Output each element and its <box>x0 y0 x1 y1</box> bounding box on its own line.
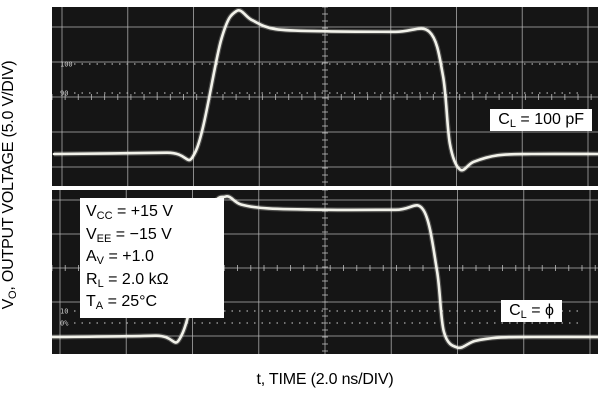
param-av: AV = +1.0 <box>86 248 154 268</box>
scope-bottom-panel: 10 0% VCC = +15 V VEE = −15 V AV = +1.0 R… <box>52 190 598 354</box>
marker-label: 0% <box>60 320 69 328</box>
cl-top-rest: = 100 pF <box>515 111 584 128</box>
cl-bottom-main: C <box>509 302 521 319</box>
trace-series <box>52 9 598 172</box>
y-axis-label-main: V <box>0 298 17 310</box>
marker-label: 90 <box>60 90 68 98</box>
cl-bottom-sub: L <box>520 309 527 321</box>
param-ta: TA = 25°C <box>86 293 158 313</box>
marker-label: 10 <box>60 308 68 316</box>
cl-bottom-rest: = ϕ <box>526 302 554 319</box>
x-axis-label: t, TIME (2.0 ns/DIV) <box>256 371 394 388</box>
scope-top-panel: 100 90 CL = 100 pF <box>52 7 598 186</box>
param-vcc: VCC = +15 V <box>86 203 174 222</box>
grid-top: 100 90 <box>52 7 598 186</box>
marker-label: 100 <box>60 61 73 69</box>
load-capacitance-top-label: CL = 100 pF <box>490 109 592 131</box>
cl-top-main: C <box>498 111 510 128</box>
param-rl: RL = 2.0 kΩ <box>86 270 169 290</box>
test-conditions-box: VCC = +15 V VEE = −15 V AV = +1.0 RL = 2… <box>80 198 224 318</box>
y-axis-label-rest: , OUTPUT VOLTAGE (5.0 V/DIV) <box>0 60 17 291</box>
y-axis-label-sub: O <box>7 290 19 299</box>
cl-top-sub: L <box>509 118 516 130</box>
scope-top-chart: 100 90 <box>52 7 598 186</box>
load-capacitance-bottom-label: CL = ϕ <box>501 300 562 322</box>
param-vee: VEE = −15 V <box>86 225 172 245</box>
trace-glow <box>53 7 598 173</box>
